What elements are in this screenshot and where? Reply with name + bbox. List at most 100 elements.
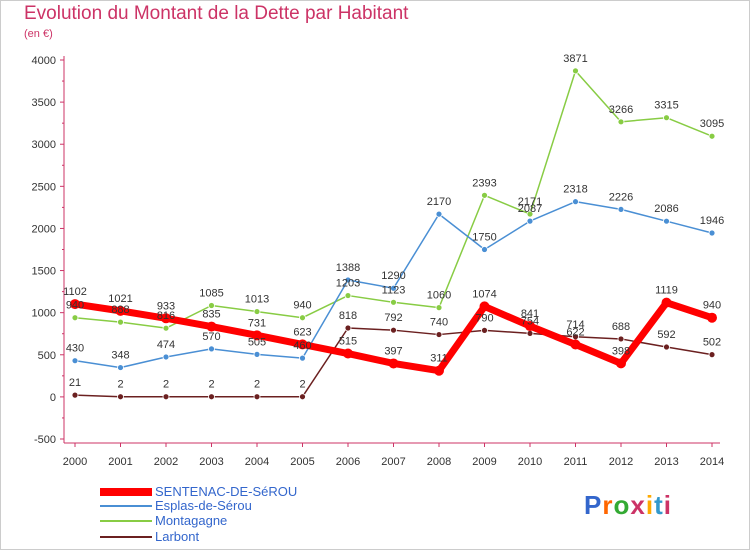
data-point (208, 302, 215, 309)
data-point (71, 314, 79, 322)
x-tick-label: 2011 (564, 456, 588, 468)
legend-swatch (100, 520, 152, 522)
data-point (253, 308, 261, 315)
x-tick-label: 2004 (245, 456, 269, 468)
data-point (390, 298, 397, 306)
data-point (663, 114, 670, 122)
x-tick-label: 2001 (108, 456, 132, 468)
data-label: 623 (293, 326, 311, 338)
x-tick-label: 2009 (472, 456, 496, 468)
legend-label: Esplas-de-Sérou (155, 498, 252, 513)
data-point (161, 313, 171, 324)
x-tick-label: 2000 (63, 456, 87, 468)
data-point (572, 67, 579, 75)
data-label: 2171 (518, 196, 542, 208)
x-tick-label: 2013 (654, 456, 678, 468)
data-label: 1290 (381, 270, 405, 282)
data-point (617, 118, 625, 126)
data-label: 515 (339, 336, 357, 348)
data-label: 430 (66, 343, 84, 355)
data-label: 3095 (700, 118, 724, 130)
y-tick-label: 1000 (32, 308, 56, 320)
data-label: 714 (566, 319, 584, 331)
data-point (570, 339, 581, 350)
data-point (707, 312, 717, 323)
data-point (708, 229, 716, 237)
data-point (252, 330, 262, 341)
data-label: 933 (157, 300, 175, 312)
data-point (481, 246, 488, 253)
data-label: 1123 (382, 284, 406, 296)
data-label: 1750 (472, 232, 496, 244)
data-label: 348 (111, 350, 129, 362)
proxiti-logo: Proxiti (584, 490, 672, 520)
data-label: 3315 (654, 100, 678, 112)
data-point (616, 358, 626, 369)
data-point (708, 132, 716, 140)
data-point (299, 354, 306, 362)
data-point (253, 393, 261, 401)
y-tick-label: 1500 (32, 266, 56, 278)
data-point (388, 358, 399, 369)
x-tick-label: 2007 (381, 456, 405, 468)
data-point (162, 324, 170, 332)
data-label: 1102 (63, 286, 87, 298)
data-label: 1060 (427, 290, 451, 302)
legend-swatch (100, 505, 152, 507)
data-label: 2226 (609, 191, 633, 203)
data-point (435, 304, 443, 312)
data-point (572, 198, 579, 206)
data-label: 2170 (427, 196, 451, 208)
data-point (526, 329, 534, 337)
data-label: 1946 (700, 215, 724, 227)
data-label: 502 (703, 337, 721, 349)
data-point (526, 210, 534, 218)
data-point (71, 357, 79, 365)
y-tick-label: 500 (38, 350, 56, 362)
data-point (115, 305, 126, 316)
data-label: 740 (430, 317, 448, 329)
data-label: 397 (384, 345, 402, 357)
data-point (344, 292, 352, 299)
data-point (434, 365, 444, 376)
data-label: 754 (521, 315, 539, 327)
data-label: 790 (475, 312, 493, 324)
data-point (525, 321, 535, 332)
data-label: 460 (293, 340, 311, 352)
data-point (117, 364, 124, 371)
data-point (663, 343, 670, 351)
data-label: 3871 (563, 53, 587, 65)
data-label: 1074 (472, 288, 496, 300)
data-label: 1013 (245, 294, 269, 306)
data-point (479, 301, 490, 312)
legend-label: Larbont (155, 529, 200, 544)
data-label: 474 (157, 339, 175, 351)
x-tick-label: 2005 (290, 456, 314, 468)
y-tick-label: 4000 (32, 55, 56, 67)
data-label: 3266 (609, 104, 633, 116)
data-label: 888 (111, 304, 129, 316)
data-label: 2 (208, 379, 214, 391)
data-label: 841 (521, 308, 539, 320)
legend-label: SENTENAC-DE-SéROU (155, 484, 298, 499)
data-label: 2 (163, 379, 169, 391)
data-label: 570 (202, 331, 220, 343)
data-label: 2318 (563, 184, 587, 196)
y-tick-label: 0 (50, 392, 56, 404)
data-label: 398 (612, 345, 630, 357)
data-point (617, 335, 625, 343)
data-point (435, 210, 443, 218)
data-label: 792 (384, 312, 402, 324)
data-label: 2 (299, 379, 305, 391)
data-label: 2 (117, 379, 123, 391)
data-label: 1203 (336, 278, 360, 290)
data-label: 731 (248, 317, 266, 329)
data-label: 835 (202, 309, 220, 321)
x-tick-label: 2003 (199, 456, 223, 468)
data-point (299, 314, 306, 322)
data-label: 505 (248, 336, 266, 348)
y-tick-label: 2000 (32, 223, 56, 235)
data-point (390, 284, 397, 292)
